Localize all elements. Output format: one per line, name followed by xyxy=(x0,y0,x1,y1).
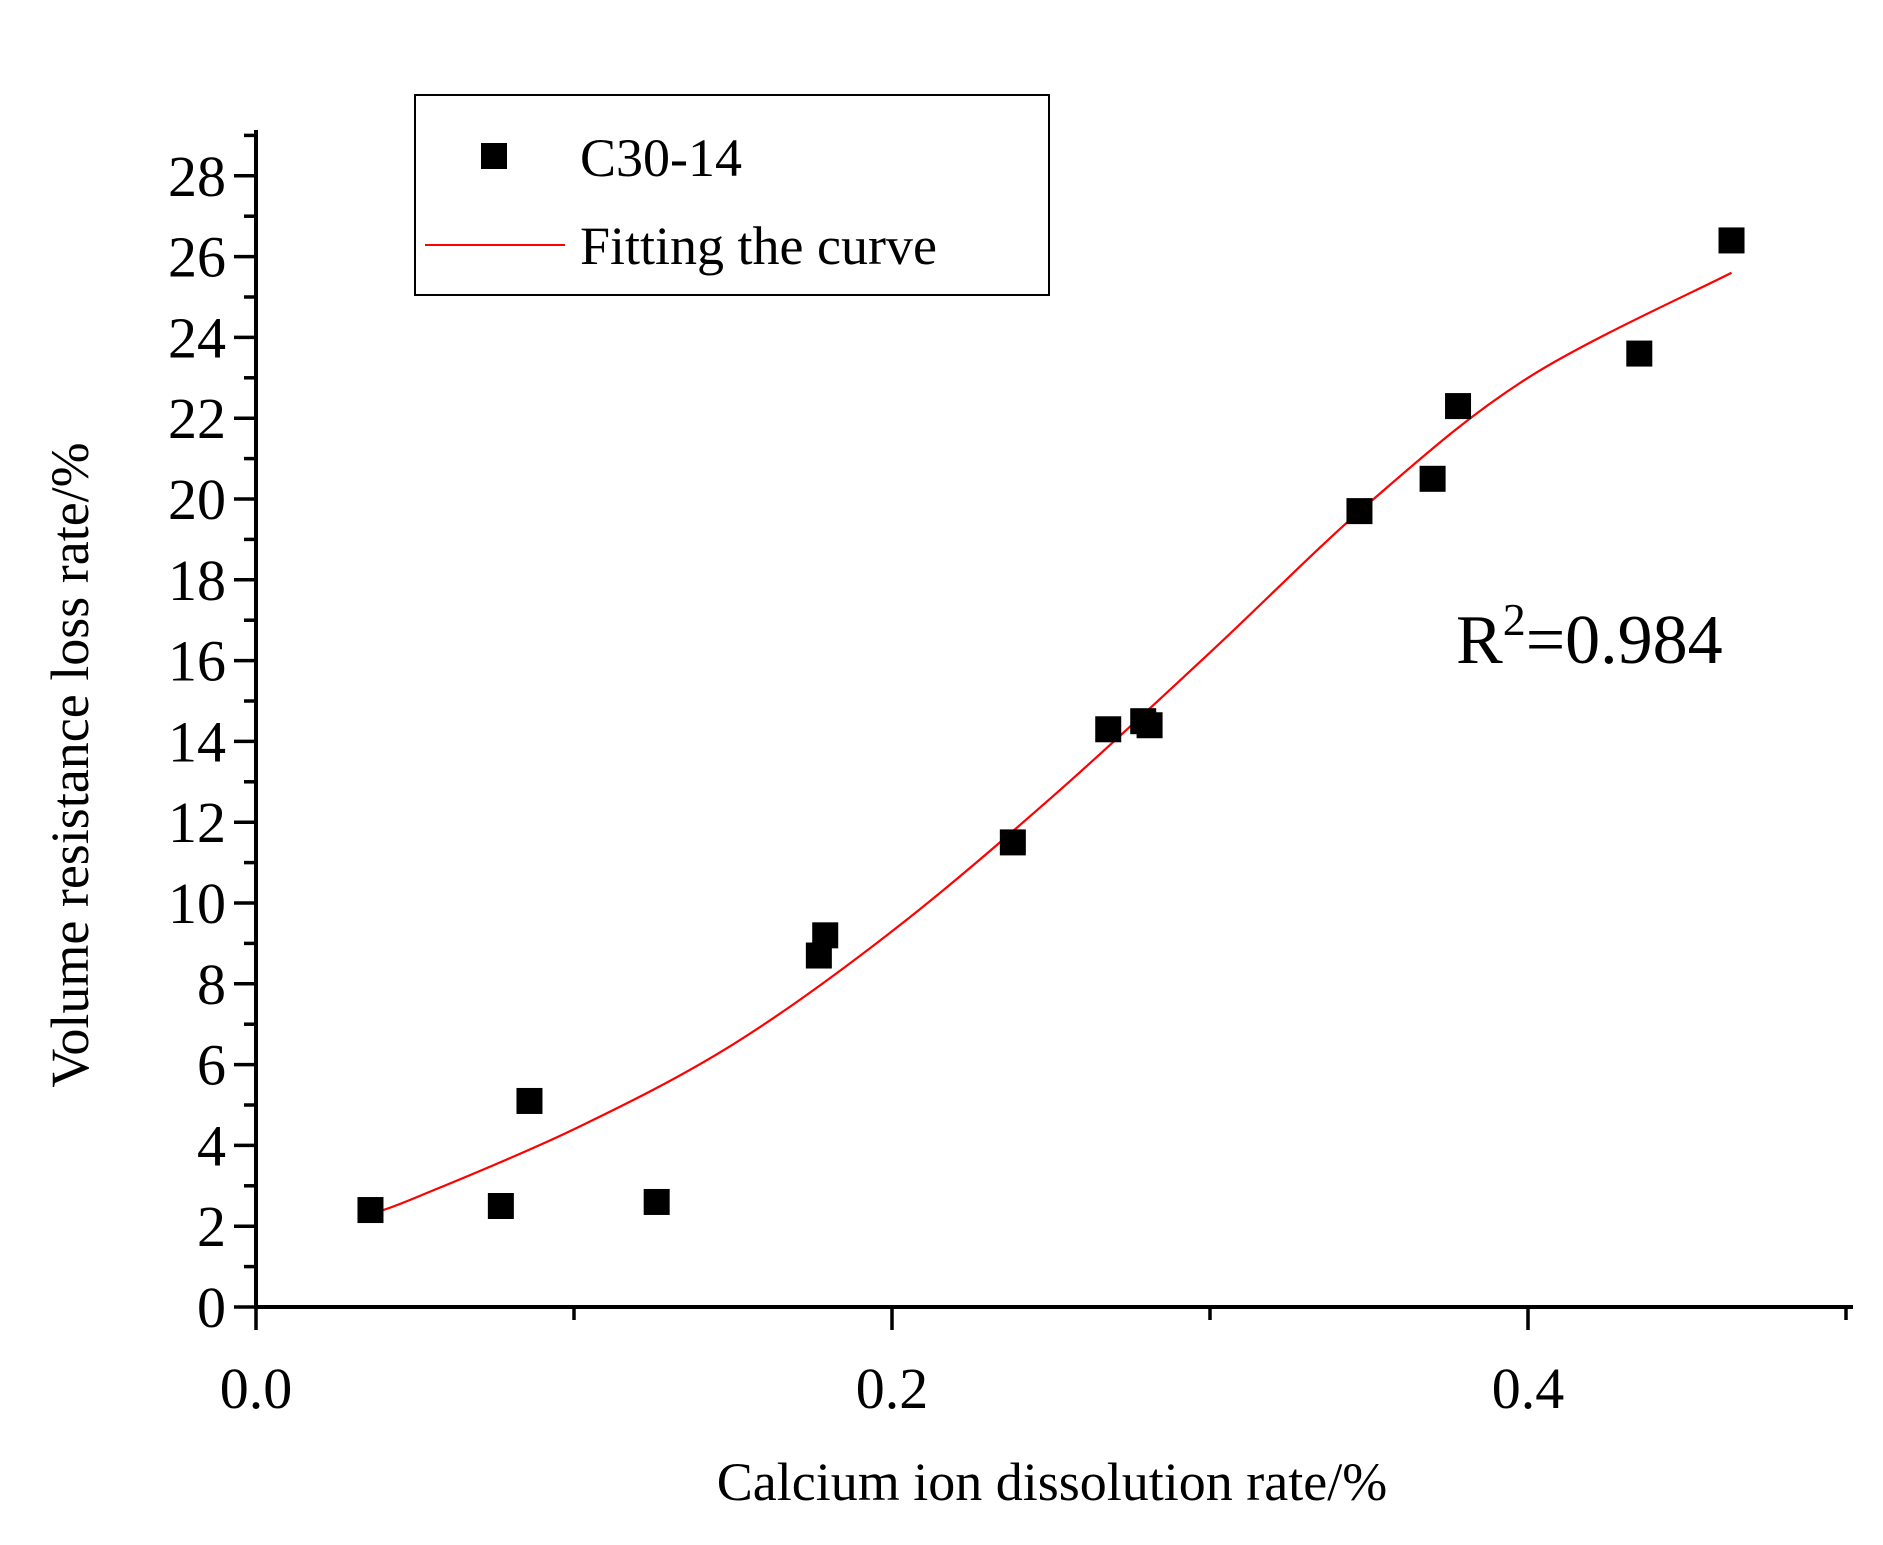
data-point xyxy=(357,1197,384,1224)
y-tick-label: 28 xyxy=(168,144,226,209)
data-point xyxy=(487,1193,514,1219)
data-point xyxy=(812,922,839,949)
data-point xyxy=(1718,227,1745,254)
y-tick-label: 18 xyxy=(168,548,226,613)
y-tick-label: 8 xyxy=(197,952,226,1017)
major-ticks xyxy=(234,174,1530,1330)
x-axis-title: Calcium ion dissolution rate/% xyxy=(717,1452,1387,1512)
legend: C30-14 Fitting the curve xyxy=(414,94,1050,296)
data-point xyxy=(1346,498,1373,525)
data-point xyxy=(1419,465,1446,492)
y-tick-label: 10 xyxy=(168,871,226,936)
y-axis-title: Volume resistance loss rate/% xyxy=(40,442,100,1087)
y-tick-label: 14 xyxy=(168,709,226,774)
r-squared-base: R xyxy=(1456,602,1503,679)
y-tick-label: 16 xyxy=(168,629,226,694)
fit-curve-layer xyxy=(370,271,1733,1216)
scatter-points xyxy=(357,227,1745,1224)
y-tick-label: 24 xyxy=(168,305,226,370)
r-squared-superscript: 2 xyxy=(1503,594,1526,645)
legend-label-series: C30-14 xyxy=(580,128,742,188)
y-tick-label: 6 xyxy=(197,1033,226,1098)
y-tick-label: 2 xyxy=(197,1194,226,1259)
x-tick-label: 0.2 xyxy=(856,1356,929,1421)
y-tick-label: 22 xyxy=(168,386,226,451)
r-squared-value: =0.984 xyxy=(1526,602,1723,679)
data-point xyxy=(999,829,1026,856)
data-point xyxy=(1445,393,1472,420)
legend-box xyxy=(414,94,1050,296)
y-tick-label: 0 xyxy=(197,1275,226,1340)
y-tick-label: 12 xyxy=(168,790,226,855)
y-tick-label: 4 xyxy=(197,1113,226,1178)
y-tick-label: 26 xyxy=(168,225,226,290)
y-tick-label: 20 xyxy=(168,467,226,532)
data-point xyxy=(1136,712,1163,739)
r-squared-annotation: R2=0.984 xyxy=(1456,594,1723,679)
data-point xyxy=(516,1087,543,1114)
data-point xyxy=(1095,716,1122,743)
data-point xyxy=(1626,340,1653,367)
data-point xyxy=(643,1188,670,1215)
fit-curve-line xyxy=(370,271,1733,1216)
x-tick-label: 0.0 xyxy=(220,1356,293,1421)
legend-label-fit: Fitting the curve xyxy=(580,216,937,276)
x-tick-label: 0.4 xyxy=(1492,1356,1565,1421)
legend-marker-square xyxy=(481,143,507,169)
